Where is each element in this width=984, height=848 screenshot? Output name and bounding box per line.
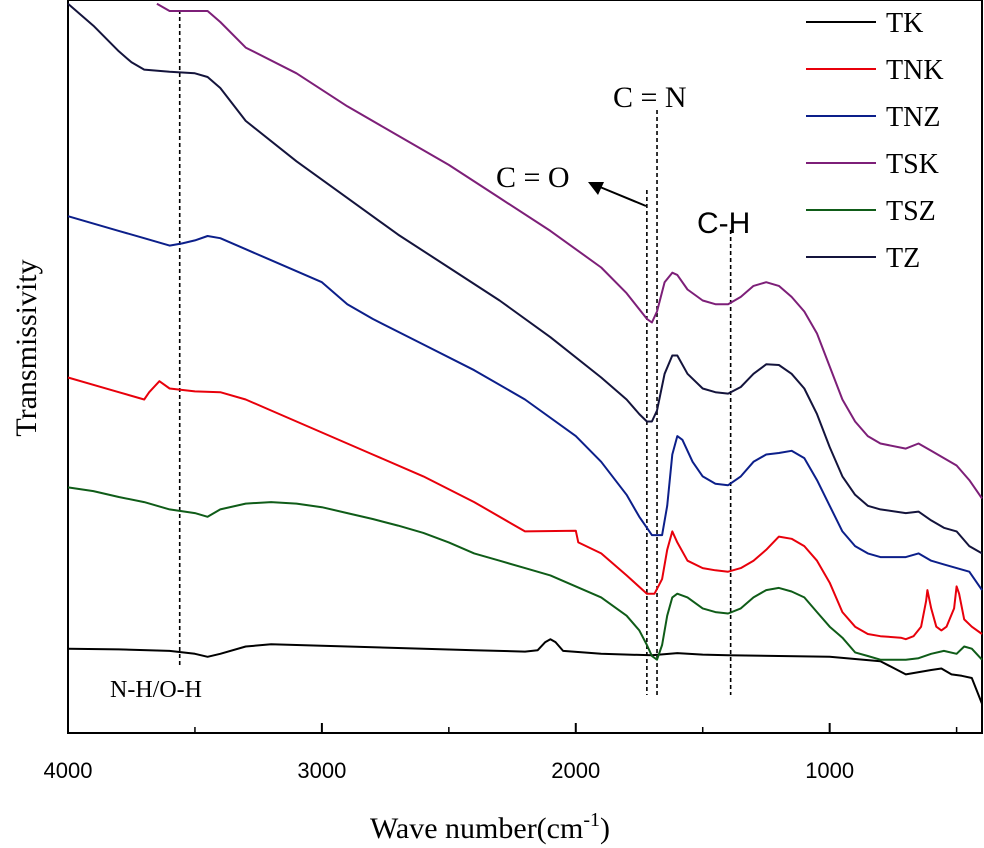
series-lines [67,2,983,705]
legend-label-tsz: TSZ [886,196,936,227]
x-axis-title-superscript: -1 [583,809,600,831]
legend-label-tk: TK [886,8,923,39]
x-tick-label-4000: 4000 [44,758,93,783]
x-axis-ticks: 4000 3000 2000 1000 [44,723,958,783]
x-axis-title-close: ) [600,812,610,845]
series-line-tsz [67,486,983,661]
legend-label-tsk: TSK [886,149,939,180]
x-tick-label-1000: 1000 [805,758,854,783]
annotation-c-h: C-H [697,207,750,240]
x-axis-title: Wave number(cm-1) [370,809,610,845]
c-o-arrow [588,182,647,207]
plot-frame [67,0,983,734]
x-tick-label-2000: 2000 [551,758,600,783]
series-line-tnz [67,215,983,591]
annotation-c-o: C = O [496,161,570,194]
legend: TK TNK TNZ TSK TSZ TZ [806,8,944,274]
annotation-c-n: C = N [613,81,687,114]
series-line-tk [67,638,983,705]
y-axis-title: Transmissivity [10,259,43,436]
x-tick-label-3000: 3000 [297,758,346,783]
legend-label-tz: TZ [886,243,920,274]
series-line-tnk [67,376,983,641]
series-line-tz [67,2,983,555]
series-line-tsk [156,2,983,499]
reference-lines [178,10,732,695]
annotation-nh-oh: N-H/O-H [110,677,202,703]
c-o-arrow-shaft [599,186,647,207]
legend-label-tnk: TNK [886,55,944,86]
c-o-arrow-head [588,182,604,195]
legend-label-tnz: TNZ [886,102,940,133]
